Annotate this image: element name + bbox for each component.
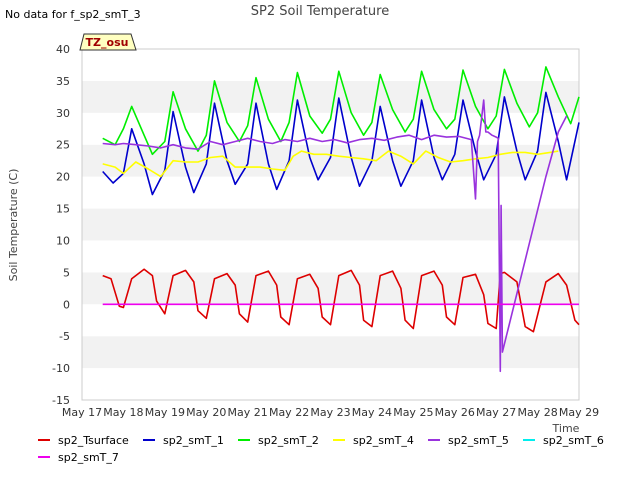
x-tick-label: May 26 bbox=[435, 406, 475, 419]
x-tick-label: May 20 bbox=[186, 406, 226, 419]
series-lines bbox=[102, 66, 580, 373]
x-tick-label: May 21 bbox=[228, 406, 268, 419]
x-tick-label: May 17 bbox=[62, 406, 102, 419]
no-data-note: No data for f_sp2_smT_3 bbox=[5, 8, 141, 21]
grid-band bbox=[82, 272, 579, 305]
legend-label-sp2_smT_2: sp2_smT_2 bbox=[258, 434, 319, 447]
legend: sp2_Tsurface sp2_smT_1 sp2_smT_2 sp2_smT_4 s… bbox=[38, 434, 604, 464]
x-tick-label: May 24 bbox=[352, 406, 392, 419]
y-tick-label: -15 bbox=[52, 394, 70, 407]
grid-band bbox=[82, 336, 579, 369]
badge-label: TZ_osu bbox=[86, 36, 129, 49]
y-tick-label: 10 bbox=[56, 234, 70, 247]
y-tick-label: -5 bbox=[59, 330, 70, 343]
series-line-sp2_smT_4 bbox=[102, 150, 559, 178]
y-tick-label: 40 bbox=[56, 43, 70, 56]
y-tick-label: 15 bbox=[56, 203, 70, 216]
x-tick-label: May 19 bbox=[145, 406, 185, 419]
legend-label-sp2_smT_1: sp2_smT_1 bbox=[163, 434, 224, 447]
x-tick-label: May 28 bbox=[517, 406, 557, 419]
legend-label-sp2_smT_5: sp2_smT_5 bbox=[448, 434, 509, 447]
legend-label-sp2_smT_4: sp2_smT_4 bbox=[353, 434, 414, 447]
x-tick-label: May 25 bbox=[393, 406, 433, 419]
y-tick-label: 25 bbox=[56, 139, 70, 152]
series-line-sp2_smT_5 bbox=[102, 99, 568, 373]
x-tick-label: May 27 bbox=[476, 406, 516, 419]
grid-band bbox=[82, 80, 579, 113]
grid-band bbox=[82, 368, 579, 400]
y-tick-label: -10 bbox=[52, 362, 70, 375]
y-tick-label: 20 bbox=[56, 171, 70, 184]
y-tick-labels: -15 -10 -5 0 5 10 15 20 25 30 35 40 bbox=[52, 43, 70, 407]
grid-band bbox=[82, 49, 579, 81]
x-tick-label: May 22 bbox=[269, 406, 309, 419]
series-line-sp2_smT_1 bbox=[102, 91, 580, 196]
series-line-sp2_smT_2 bbox=[102, 66, 580, 156]
y-tick-label: 35 bbox=[56, 75, 70, 88]
y-tick-label: 5 bbox=[63, 266, 70, 279]
badge: TZ_osu bbox=[79, 33, 137, 51]
grid-bands bbox=[82, 49, 579, 400]
x-axis-label: Time bbox=[552, 422, 580, 435]
x-tick-label: May 29 bbox=[559, 406, 599, 419]
legend-label-sp2_Tsurface: sp2_Tsurface bbox=[58, 434, 129, 447]
chart-title: SP2 Soil Temperature bbox=[251, 4, 389, 19]
y-tick-label: 0 bbox=[63, 298, 70, 311]
y-tick-label: 30 bbox=[56, 107, 70, 120]
series-line-sp2_Tsurface bbox=[102, 268, 580, 333]
grid-band bbox=[82, 240, 579, 273]
y-axis-label: Soil Temperature (C) bbox=[7, 169, 20, 282]
x-tick-label: May 18 bbox=[103, 406, 143, 419]
x-tick-label: May 23 bbox=[310, 406, 350, 419]
x-tick-labels: May 17 May 18 May 19 May 20 May 21 May 22 May … bbox=[62, 406, 599, 419]
legend-label-sp2_smT_7: sp2_smT_7 bbox=[58, 451, 119, 464]
plot-frame bbox=[81, 48, 580, 401]
grid-band bbox=[82, 208, 579, 241]
legend-label-sp2_smT_6: sp2_smT_6 bbox=[543, 434, 604, 447]
grid-band bbox=[82, 176, 579, 209]
